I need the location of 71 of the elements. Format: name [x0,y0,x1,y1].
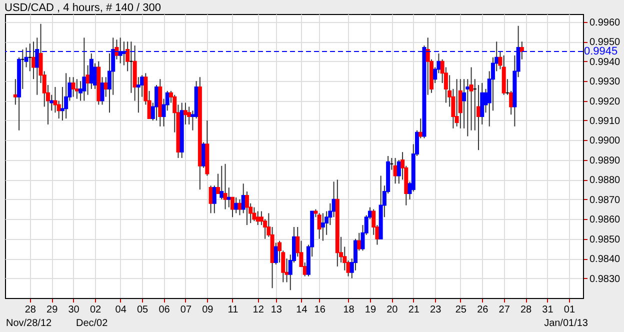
x-tick-label: 27 [498,304,510,316]
candlestick [183,102,188,125]
x-tick-label: 11 [228,304,239,316]
x-tick-label: 26 [477,304,489,316]
x-tick-label: 20 [386,304,398,316]
x-tick-label: 13 [270,304,282,316]
candlestick [104,76,108,98]
candlestick [418,118,423,139]
x-tick-label: 23 [430,304,442,316]
y-tick-label: 0.9860 [590,214,621,226]
y-tick-label: 0.9840 [590,254,621,266]
x-tick-label: 02 [90,304,102,316]
candlestick [71,76,76,98]
candlestick [202,142,206,168]
x-tick-label: 09 [202,304,214,316]
x-tick-label: 25 [455,304,467,316]
chart-title: USD/CAD , 4 hours, # 140 / 300 [4,2,162,14]
candlestick [274,242,278,265]
x-tick-label: 30 [68,304,80,316]
x-tick-label: 31 [542,304,554,316]
y-tick-label: 0.9910 [590,116,621,127]
y-tick-label: 0.9900 [590,136,621,147]
candlestick [208,185,213,214]
x-tick-label: 16 [314,304,326,316]
candlestick [458,78,462,129]
candlestick [520,41,524,60]
candlestick [234,196,238,214]
x-tick-label: 28 [24,304,36,316]
x-tick-label: 12 [252,304,264,316]
x-tick-label: 28 [520,304,532,316]
y-tick-label: 0.9940 [590,56,621,68]
candlestick [226,187,231,208]
candlestick [320,212,325,242]
text: Dec/02 [76,318,108,329]
candlestick [426,37,430,96]
x-tick-label: 07 [180,304,192,316]
candlestick [74,78,79,100]
x-tick-label: 05 [136,304,149,316]
candlestick [64,72,68,120]
candlestick [256,210,260,226]
candlestick [466,78,470,137]
x-tick-label: 18 [343,304,355,316]
x-tick-label: 01 [564,304,576,316]
y-tick-label: 0.9880 [590,175,621,186]
y-tick-label: 0.9830 [590,274,621,285]
candlestick [13,78,18,106]
y-tick-label: 0.9870 [590,194,621,206]
text: Jan/01/13 [544,318,588,329]
x-tick-label: 29 [46,304,58,316]
x-tick-label: 19 [364,304,376,316]
y-tick-label: 0.9890 [590,155,621,166]
candlestick [252,206,256,222]
candlestick [238,198,242,216]
candlestick [136,76,140,114]
y-tick-label: 0.9920 [590,96,621,108]
y-tick-label: 0.9850 [590,234,621,246]
candlestick [100,76,104,106]
y-tick-label: 0.9930 [590,76,621,88]
candlestick [212,185,216,214]
candlestick [32,41,36,80]
ref-line-label: 0.9945 [584,45,618,58]
x-tick-label: 04 [115,304,127,316]
y-tick-label: 0.9960 [590,17,621,28]
x-tick-label: 14 [296,304,308,316]
candlestick [244,191,249,226]
text: Nov/28/12 [6,318,52,329]
x-tick-label: 21 [408,304,420,316]
candlestick [454,78,459,127]
candlestick [223,163,228,210]
candlestick [317,212,322,240]
x-tick-label: 06 [158,304,170,316]
